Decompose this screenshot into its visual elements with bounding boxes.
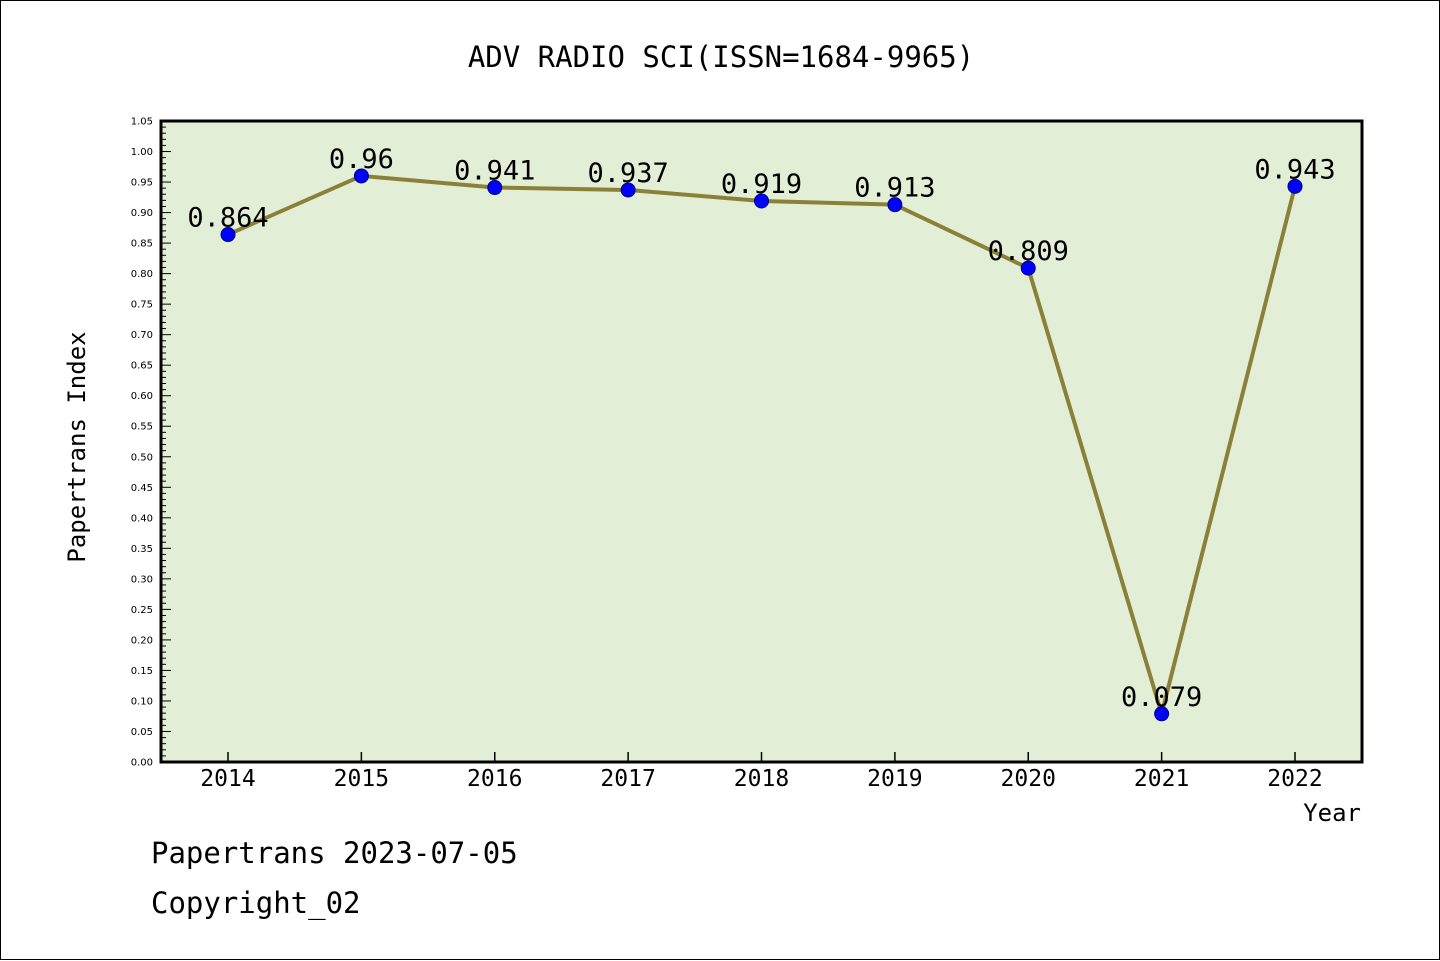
y-tick-label: 0.80 (131, 269, 153, 280)
plot-border (159, 119, 1364, 764)
y-tick-label: 0.60 (131, 391, 153, 402)
data-label: 0.943 (1254, 154, 1335, 185)
y-tick-label: 0.95 (131, 178, 153, 189)
y-tick-label: 0.70 (131, 330, 153, 341)
x-tick-label: 2022 (1267, 766, 1322, 792)
y-tick-label: 0.75 (131, 300, 153, 311)
y-tick-label: 0.65 (131, 361, 153, 372)
data-label: 0.809 (988, 236, 1069, 267)
y-axis-label: Papertrans Index (63, 331, 91, 562)
plot-area (161, 121, 1362, 762)
x-tick-label: 2018 (734, 766, 789, 792)
y-tick-label: 0.05 (131, 727, 153, 738)
x-tick-label: 2020 (1001, 766, 1056, 792)
y-tick-label: 0.45 (131, 483, 153, 494)
y-tick-label: 0.25 (131, 605, 153, 616)
data-point (887, 197, 903, 213)
data-point (220, 227, 236, 243)
data-label: 0.864 (187, 203, 268, 234)
data-label: 0.913 (854, 173, 935, 204)
x-tick-label: 2015 (334, 766, 389, 792)
y-tick-label: 1.05 (131, 117, 153, 128)
data-labels-group: 0.864 0.96 0.941 0.937 0.919 0.913 0.809 0.079 0… (187, 144, 1335, 713)
y-tick-label: 0.20 (131, 635, 153, 646)
x-axis-label: Year (1303, 799, 1361, 827)
y-tick-label: 0.40 (131, 513, 153, 524)
y-tick-label: 0.90 (131, 208, 153, 219)
chart-title: ADV RADIO SCI(ISSN=1684-9965) (468, 40, 974, 74)
footer-copyright-text: Copyright_02 (151, 886, 361, 920)
data-point (754, 193, 769, 209)
y-tick-label: 0.85 (131, 239, 153, 250)
y-tick-label: 0.30 (131, 574, 153, 585)
data-label: 0.919 (721, 169, 802, 200)
data-point (1154, 706, 1170, 722)
data-point (1287, 178, 1303, 194)
y-tick-label: 0.55 (131, 422, 153, 433)
x-tick-label: 2019 (867, 766, 922, 792)
x-tick-label: 2014 (200, 766, 255, 792)
y-tick-label: 0.00 (131, 758, 153, 769)
x-tick-label: 2016 (467, 766, 522, 792)
data-label: 0.079 (1121, 682, 1202, 713)
x-tick-label: 2021 (1134, 766, 1189, 792)
data-point (353, 168, 369, 184)
data-point (487, 180, 503, 196)
x-tick-label: 2017 (600, 766, 655, 792)
data-point (620, 182, 636, 198)
data-label: 0.937 (587, 158, 668, 189)
data-label: 0.96 (329, 144, 394, 175)
y-tick-label: 1.00 (131, 147, 153, 158)
x-axis-ticks: 2014 2015 2016 2017 2018 2019 2020 2021 2022 (200, 752, 1323, 792)
y-tick-label: 0.15 (131, 666, 153, 677)
y-tick-label: 0.10 (131, 696, 153, 707)
y-tick-label: 0.35 (131, 544, 153, 555)
data-label: 0.941 (454, 156, 535, 187)
footer-date-text: Papertrans 2023-07-05 (151, 836, 518, 870)
series-points-group (220, 168, 1303, 722)
y-tick-label: 0.50 (131, 452, 153, 463)
y-axis-ticks: 0.00 0.05 0.10 0.15 0.20 0.25 0.30 0.35 0.40 0.45… (131, 117, 171, 769)
data-point (1020, 260, 1036, 276)
